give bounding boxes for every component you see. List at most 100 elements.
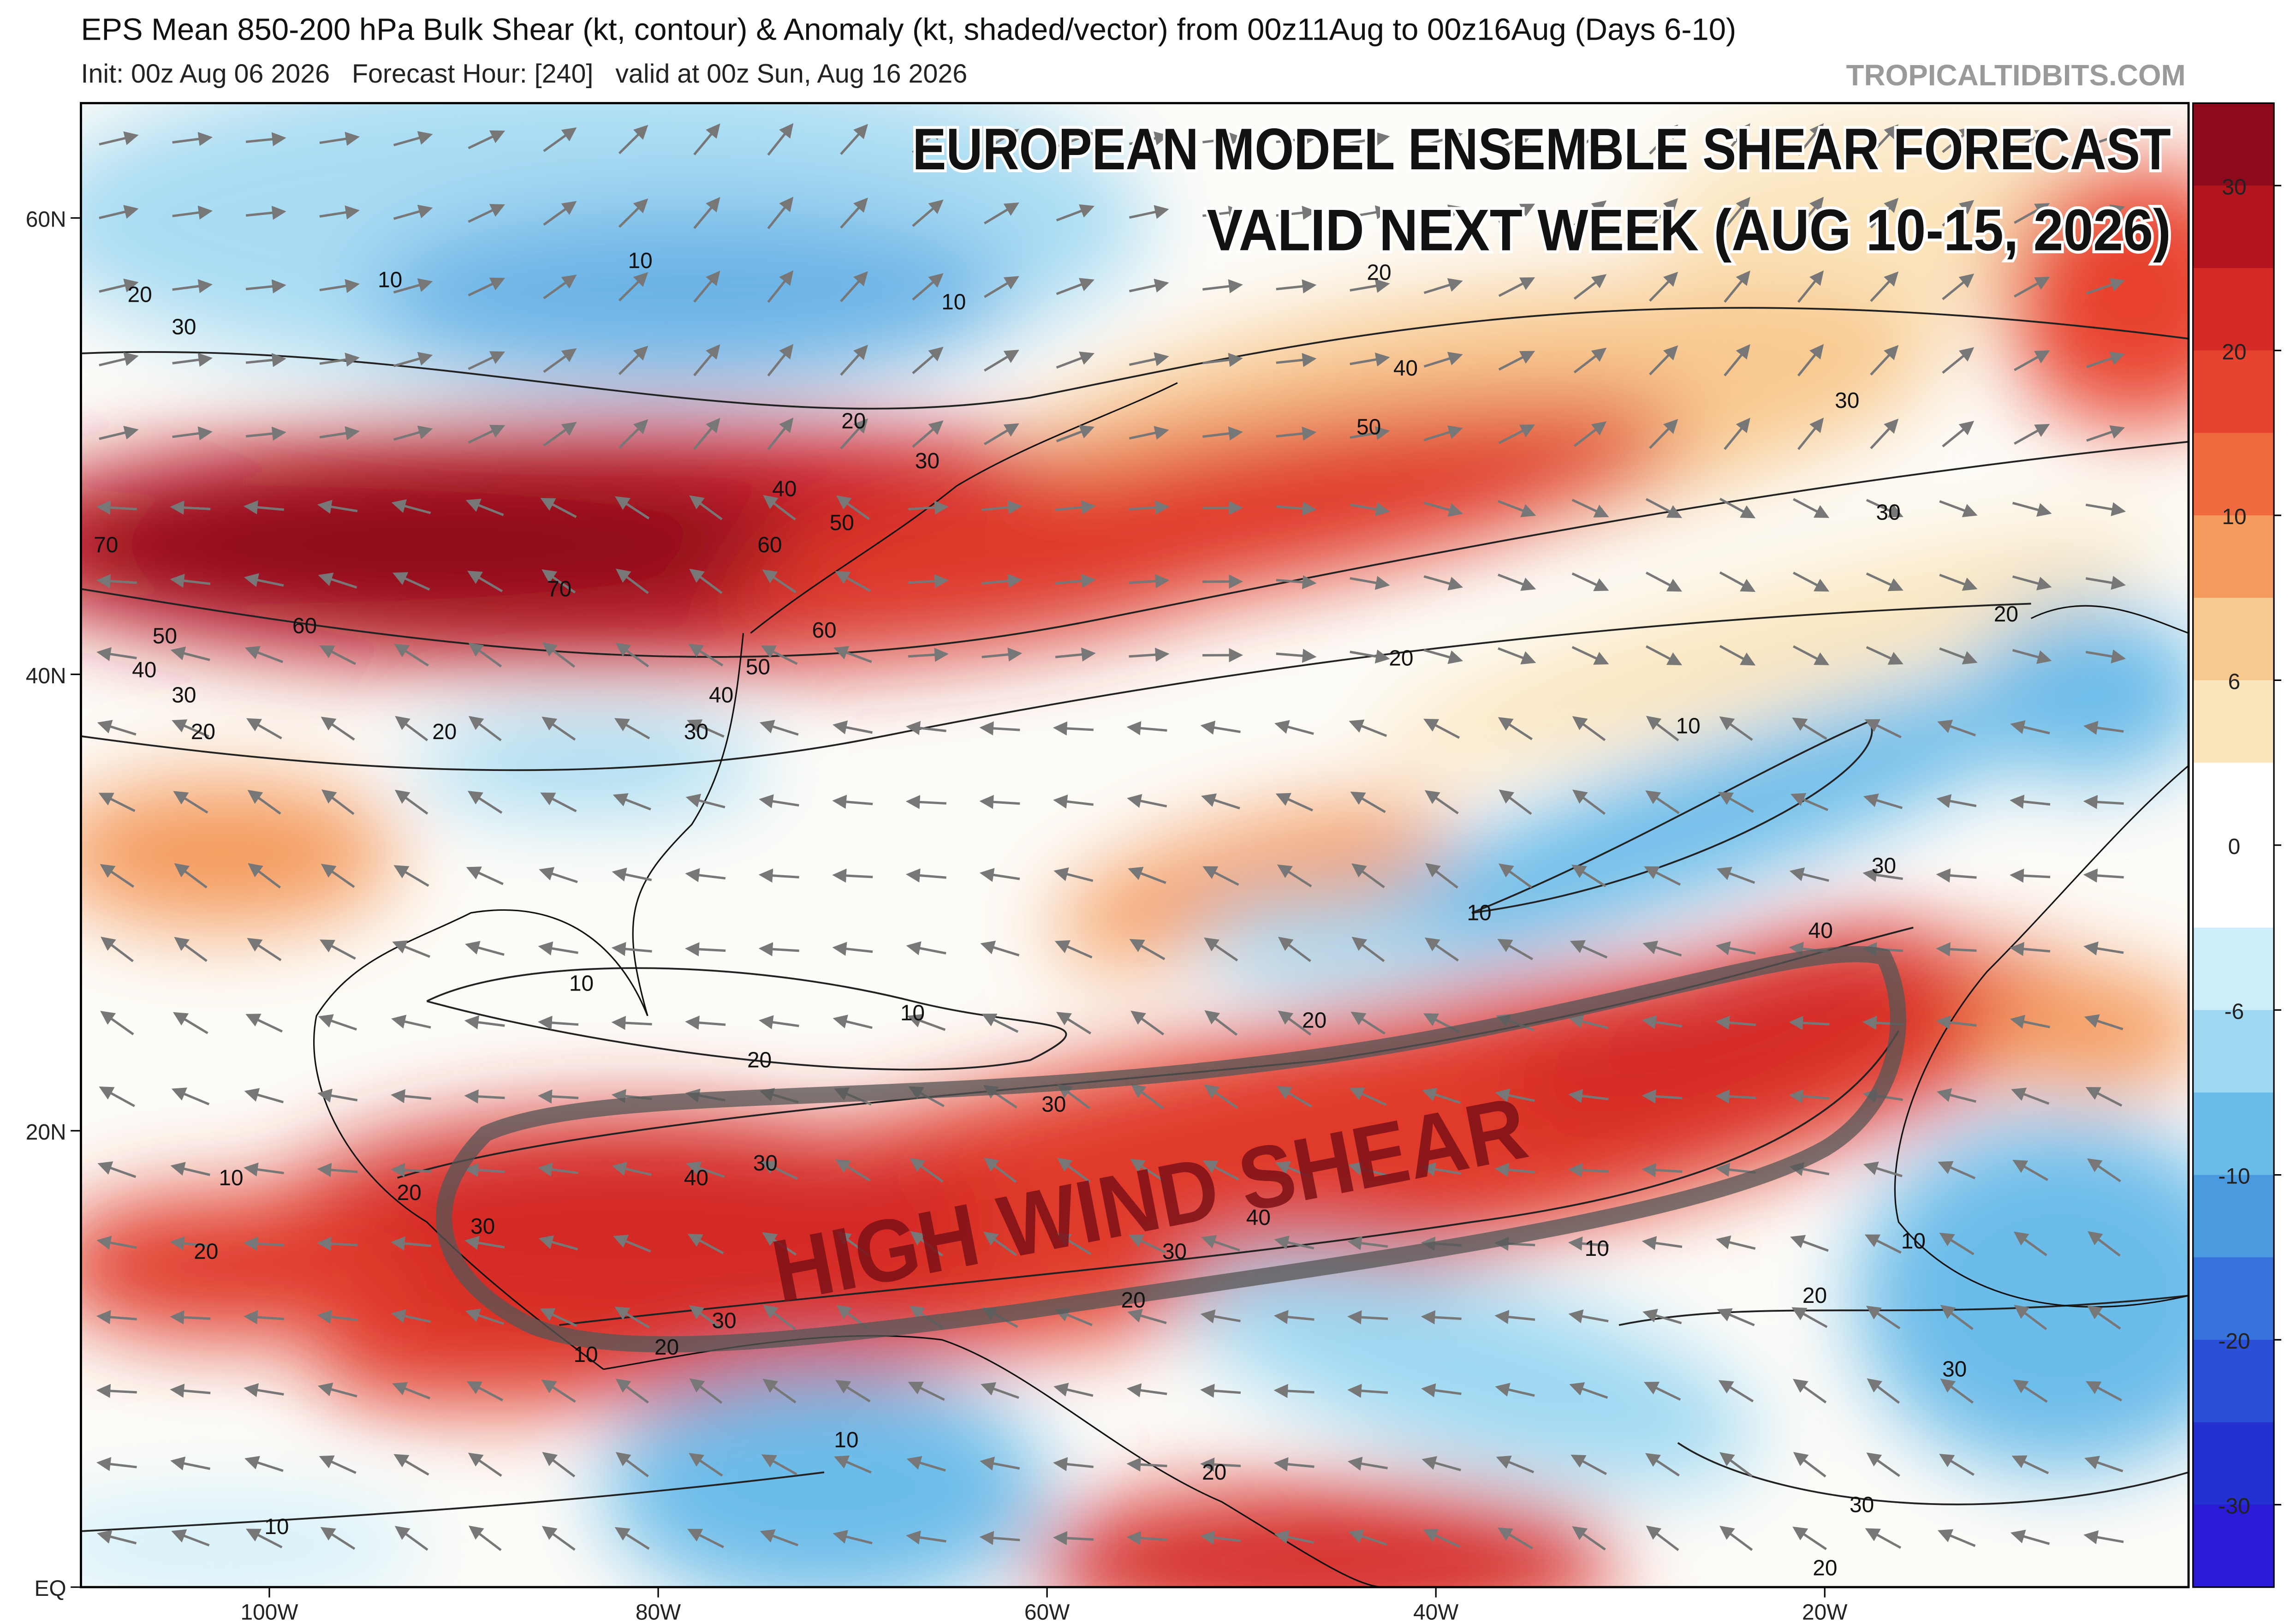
wind-vector — [1862, 868, 1903, 882]
contour-label: 50 — [746, 655, 770, 680]
wind-vector — [244, 646, 284, 663]
colorbar-band — [2193, 927, 2274, 1011]
wind-vector — [983, 1157, 1017, 1183]
wind-vector — [1053, 1457, 1094, 1471]
wind-vector — [1274, 720, 1314, 735]
wind-vector — [1797, 270, 1824, 303]
wind-vector — [761, 645, 798, 665]
wind-vector — [1277, 1086, 1313, 1108]
wind-vector — [908, 1381, 945, 1401]
wind-vector — [1573, 274, 1607, 300]
wind-vector — [1423, 131, 1463, 147]
wind-vector — [1642, 1308, 1682, 1325]
wind-vector — [1276, 353, 1317, 367]
wind-vector — [244, 1383, 284, 1397]
contour-label: 10 — [573, 1343, 598, 1367]
wind-vector — [1793, 645, 1830, 665]
wind-vector — [836, 1231, 870, 1257]
wind-vector — [983, 1231, 1017, 1256]
wind-vector — [391, 499, 431, 514]
wind-vector — [1719, 497, 1756, 519]
wind-vector — [912, 346, 944, 374]
colorbar-label: -6 — [2225, 999, 2244, 1024]
contour-line — [1618, 1295, 2189, 1326]
wind-vector — [100, 1011, 134, 1035]
wind-vector — [99, 278, 139, 293]
contour-label: 40 — [772, 477, 797, 502]
contour-label: 20 — [1121, 1288, 1145, 1313]
wind-vector — [1129, 426, 1169, 440]
wind-vector — [172, 279, 213, 293]
wind-vector — [1937, 719, 1976, 737]
contour-label: 20 — [654, 1335, 679, 1360]
wind-vector — [244, 573, 284, 587]
wind-vector — [1422, 1456, 1461, 1471]
wind-vector — [1126, 721, 1167, 735]
wind-vector — [2084, 1014, 2124, 1031]
wind-vector — [1644, 866, 1681, 886]
wind-vector — [1495, 1088, 1535, 1103]
wind-vector — [980, 941, 1020, 957]
wind-vector — [1792, 717, 1827, 740]
wind-vector — [760, 1529, 799, 1546]
wind-vector — [908, 574, 949, 588]
wind-vector — [1423, 575, 1463, 591]
wind-vector — [468, 424, 506, 444]
wind-vector — [1055, 573, 1096, 588]
wind-vector — [836, 495, 870, 520]
wind-vector — [979, 868, 1020, 882]
wind-vector — [832, 868, 873, 883]
wind-vector — [693, 344, 720, 376]
headline: EUROPEAN MODEL ENSEMBLE SHEAR FORECAST V… — [910, 113, 2174, 266]
wind-vector — [538, 1235, 578, 1251]
wind-vector — [1273, 1457, 1315, 1471]
wind-vector — [321, 864, 355, 888]
wind-vector — [689, 1453, 723, 1477]
lon-label: 20W — [1802, 1600, 1848, 1624]
wind-vector — [2014, 350, 2050, 371]
wind-vector — [1939, 1454, 1975, 1476]
wind-vector — [1202, 279, 1243, 293]
wind-vector — [1276, 502, 1317, 516]
wind-vector — [1719, 716, 1753, 741]
wind-vector — [685, 868, 726, 883]
wind-vector — [245, 353, 286, 367]
wind-vector — [394, 1526, 428, 1551]
wind-vector — [391, 1309, 431, 1323]
contour-label: 20 — [1389, 646, 1413, 670]
wind-vector — [1055, 500, 1096, 514]
wind-vector — [539, 867, 578, 884]
wind-vector — [390, 1163, 432, 1177]
wind-vector — [1790, 1235, 1829, 1252]
contour-line — [81, 307, 2189, 410]
wind-vector — [1939, 500, 1978, 517]
wind-vector — [2012, 502, 2052, 517]
wind-vector — [1127, 1308, 1167, 1325]
wind-vector — [468, 1525, 502, 1551]
wind-vector — [1498, 130, 1535, 150]
wind-vector — [693, 418, 720, 450]
wind-vector — [1870, 418, 1899, 449]
wind-vector — [1797, 418, 1824, 450]
contour-label: 10 — [900, 1001, 925, 1026]
wind-vector — [1200, 1457, 1241, 1472]
wind-vector — [1128, 866, 1166, 884]
lat-label: 60N — [26, 208, 66, 232]
wind-vector — [1498, 573, 1536, 591]
wind-vector — [468, 277, 506, 297]
wind-vector — [906, 941, 946, 955]
wind-vector — [245, 426, 286, 441]
wind-vector — [1571, 572, 1609, 591]
wind-vector — [1349, 719, 1387, 737]
wind-vector — [170, 1162, 210, 1176]
colorbar-label: -10 — [2218, 1164, 2250, 1189]
wind-vector — [1715, 941, 1756, 955]
wind-vector — [394, 789, 428, 815]
wind-vector — [1797, 197, 1824, 229]
wind-vector — [99, 131, 139, 146]
contour-label: 50 — [830, 511, 854, 535]
wind-vector — [2010, 794, 2051, 809]
wind-vector — [1568, 1236, 1609, 1251]
wind-vector — [840, 271, 868, 302]
wind-vector — [979, 1531, 1020, 1545]
